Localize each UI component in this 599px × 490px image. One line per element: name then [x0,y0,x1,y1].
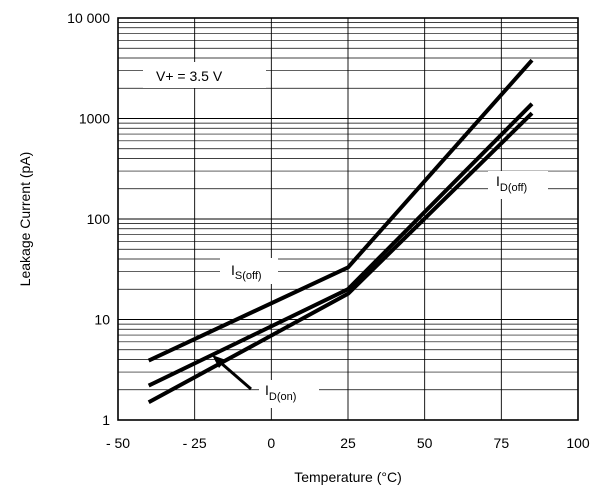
id-on-pointer-arrowhead [212,355,226,368]
condition-label: V+ = 3.5 V [156,68,223,84]
id-on-label-bg [259,380,319,408]
x-axis-title: Temperature (°C) [294,469,402,485]
x-tick-label: - 50 [106,435,130,451]
series-lines [147,58,534,405]
id-on-pointer-line [220,361,252,391]
id-off-annotation: ID(off) [488,171,548,199]
x-tick-label: 100 [566,435,590,451]
x-tick-labels: - 50 - 25 0 25 50 75 100 [106,435,590,451]
x-tick-label: - 25 [183,435,207,451]
y-tick-label: 100 [87,211,111,227]
y-tick-label: 1 [102,412,110,428]
id-off-label: ID(off) [496,173,527,194]
id-on-annotation: ID(on) [212,355,319,408]
y-tick-label: 10 000 [67,10,110,26]
y-tick-label: 1000 [79,111,110,127]
y-tick-labels: 1 10 100 1000 10 000 [67,10,110,428]
x-tick-label: 25 [340,435,356,451]
plot-frame [117,17,579,421]
is-off-label-bg [220,258,278,284]
id-off-label-bg [488,171,548,199]
condition-annotation: V+ = 3.5 V [143,62,266,88]
id-on-label: ID(on) [265,382,296,403]
is-off-label-sub: S(off) [235,270,262,282]
id-off-label-sub: D(off) [500,182,527,194]
y-tick-label: 10 [94,312,110,328]
x-tick-label: 0 [267,435,275,451]
is-off-label: IS(off) [231,262,262,282]
condition-label-bg [143,62,266,88]
id-off-label-main: I [496,173,500,189]
series-line-id-off [147,102,534,388]
is-off-annotation: IS(off) [220,258,278,284]
id-on-label-main: I [265,382,269,398]
grid [117,18,579,421]
x-tick-label: 75 [494,435,510,451]
series-line-is-off [147,58,534,363]
id-on-label-sub: D(on) [269,391,297,403]
x-tick-label: 50 [417,435,433,451]
series-line-id-on [147,111,534,405]
is-off-label-main: I [231,262,235,278]
y-axis-title: Leakage Current (pA) [17,152,33,287]
